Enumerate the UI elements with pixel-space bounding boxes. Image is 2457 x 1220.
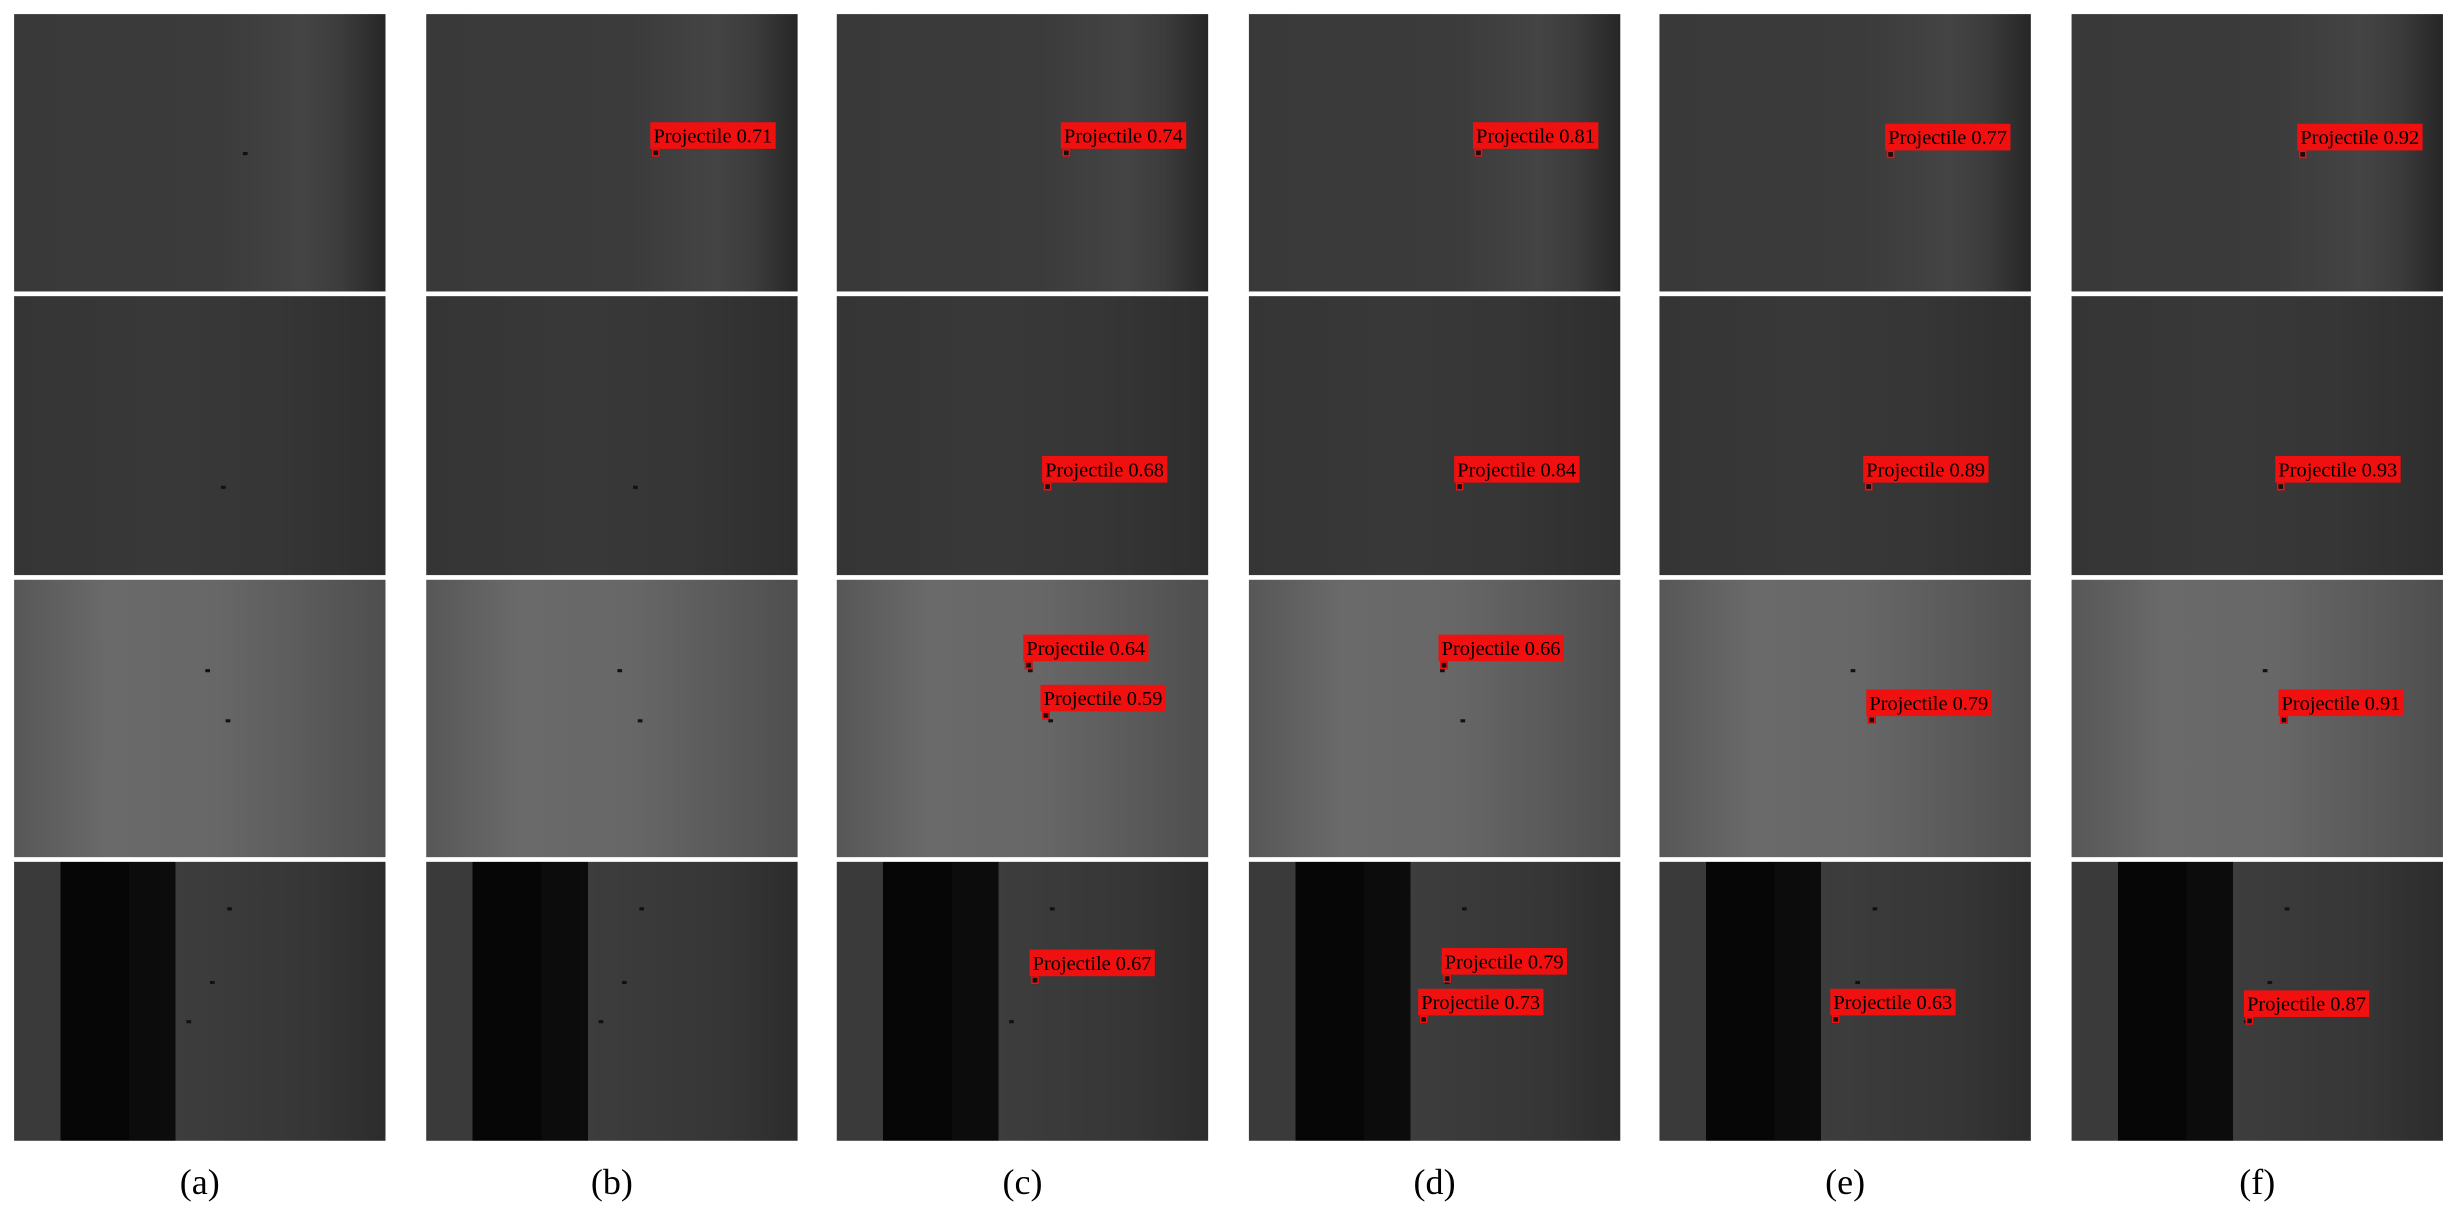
panel-caption: (d) xyxy=(1413,1162,1456,1202)
projectile xyxy=(639,907,645,911)
detection-box xyxy=(2298,150,2307,159)
video-frame: Projectile 0.87 xyxy=(2071,861,2443,1141)
video-frame: Projectile 0.81 xyxy=(1248,14,1621,292)
projectile xyxy=(2284,907,2290,911)
detection-label: Projectile 0.74 xyxy=(1060,122,1186,149)
video-frame: Projectile 0.63 xyxy=(1659,861,2031,1141)
video-frame: Projectile 0.92 xyxy=(2071,14,2443,292)
detection-label: Projectile 0.79 xyxy=(1866,689,1992,717)
projectile xyxy=(227,907,232,911)
video-frame: Projectile 0.74 xyxy=(836,14,1209,292)
detection-box xyxy=(1886,150,1895,159)
detection-box xyxy=(1419,1015,1428,1024)
projectile xyxy=(220,485,226,489)
detection-label: Projectile 0.59 xyxy=(1040,684,1166,712)
detection-label: Projectile 0.92 xyxy=(2297,123,2423,151)
detection-box xyxy=(1062,148,1071,157)
video-frame xyxy=(426,861,798,1141)
panel-caption: (b) xyxy=(590,1162,633,1202)
projectile xyxy=(242,151,248,156)
detection-label: Projectile 0.87 xyxy=(2243,990,2370,1017)
projectile xyxy=(637,719,643,723)
projectile xyxy=(1009,1020,1014,1024)
video-frame: Projectile 0.91 xyxy=(2071,579,2443,858)
detection-label: Projectile 0.89 xyxy=(1863,455,1989,483)
video-frame xyxy=(14,296,386,576)
detection-box xyxy=(1042,711,1050,720)
video-frame: Projectile 0.84 xyxy=(1248,296,1621,576)
detection-label: Projectile 0.64 xyxy=(1023,634,1149,662)
detection-label: Projectile 0.66 xyxy=(1438,634,1564,662)
projectile xyxy=(1027,669,1033,673)
detection-label: Projectile 0.73 xyxy=(1418,988,1544,1016)
detection-label: Projectile 0.67 xyxy=(1029,949,1155,977)
projectile xyxy=(622,980,627,985)
video-frame xyxy=(426,296,798,576)
panel-caption: (a) xyxy=(179,1162,220,1202)
video-frame: Projectile 0.64 Projectile 0.59 xyxy=(836,579,1209,858)
projectile xyxy=(1460,719,1466,723)
detection-box xyxy=(2279,716,2288,724)
projectile xyxy=(2267,980,2273,985)
detection-box xyxy=(1024,661,1033,670)
video-frame: Projectile 0.77 xyxy=(1659,14,2031,292)
detection-label: Projectile 0.63 xyxy=(1830,988,1956,1016)
detection-label: Projectile 0.77 xyxy=(1885,123,2011,151)
projectile xyxy=(225,719,231,723)
detection-label: Projectile 0.93 xyxy=(2275,455,2401,483)
projectile xyxy=(1440,669,1445,673)
panel-caption: (e) xyxy=(1825,1162,1866,1202)
detection-box xyxy=(2276,482,2285,491)
projectile xyxy=(186,1020,192,1024)
detection-box xyxy=(1043,482,1052,491)
video-frame: Projectile 0.79 xyxy=(1659,579,2031,858)
detection-box xyxy=(1831,1015,1840,1024)
projectile xyxy=(1048,719,1054,723)
panel-caption: (f) xyxy=(2239,1162,2276,1202)
projectile xyxy=(617,669,623,673)
video-frame: Projectile 0.68 xyxy=(836,296,1209,576)
projectile xyxy=(1049,907,1055,911)
detection-label: Projectile 0.71 xyxy=(650,122,776,149)
detection-label: Projectile 0.79 xyxy=(1441,948,1567,975)
projectile xyxy=(2262,669,2268,673)
detection-label: Projectile 0.84 xyxy=(1454,455,1580,483)
video-frame: Projectile 0.89 xyxy=(1659,296,2031,576)
video-frame xyxy=(14,14,386,292)
detection-box xyxy=(1864,482,1873,491)
projectile xyxy=(1850,669,1856,673)
detection-box xyxy=(1031,976,1039,985)
video-frame: Projectile 0.67 xyxy=(836,861,1209,1141)
video-frame: Projectile 0.79 Projectile 0.73 xyxy=(1248,861,1621,1141)
video-frame xyxy=(426,579,798,858)
projectile xyxy=(1855,980,1861,985)
video-frame: Projectile 0.93 xyxy=(2071,296,2443,576)
projectile xyxy=(1462,907,1467,911)
detection-box xyxy=(2245,1016,2254,1025)
projectile xyxy=(1444,980,1450,985)
detection-label: Projectile 0.91 xyxy=(2278,689,2404,717)
detection-box xyxy=(1867,716,1876,724)
detection-box xyxy=(651,148,660,157)
detection-box xyxy=(1440,661,1448,670)
projectile xyxy=(598,1020,604,1024)
video-frame xyxy=(14,861,386,1141)
projectile xyxy=(1872,907,1878,911)
detection-label: Projectile 0.81 xyxy=(1472,122,1599,149)
projectile xyxy=(205,669,210,673)
detection-box xyxy=(1443,974,1452,983)
detection-label: Projectile 0.68 xyxy=(1042,455,1168,483)
video-frame: Projectile 0.71 xyxy=(426,14,798,292)
video-frame xyxy=(14,579,386,858)
video-frame: Projectile 0.66 xyxy=(1248,579,1621,858)
panel-caption: (c) xyxy=(1002,1162,1043,1202)
detection-box xyxy=(1474,148,1483,157)
detection-box xyxy=(1455,482,1464,491)
projectile xyxy=(209,980,215,985)
projectile xyxy=(633,485,638,489)
